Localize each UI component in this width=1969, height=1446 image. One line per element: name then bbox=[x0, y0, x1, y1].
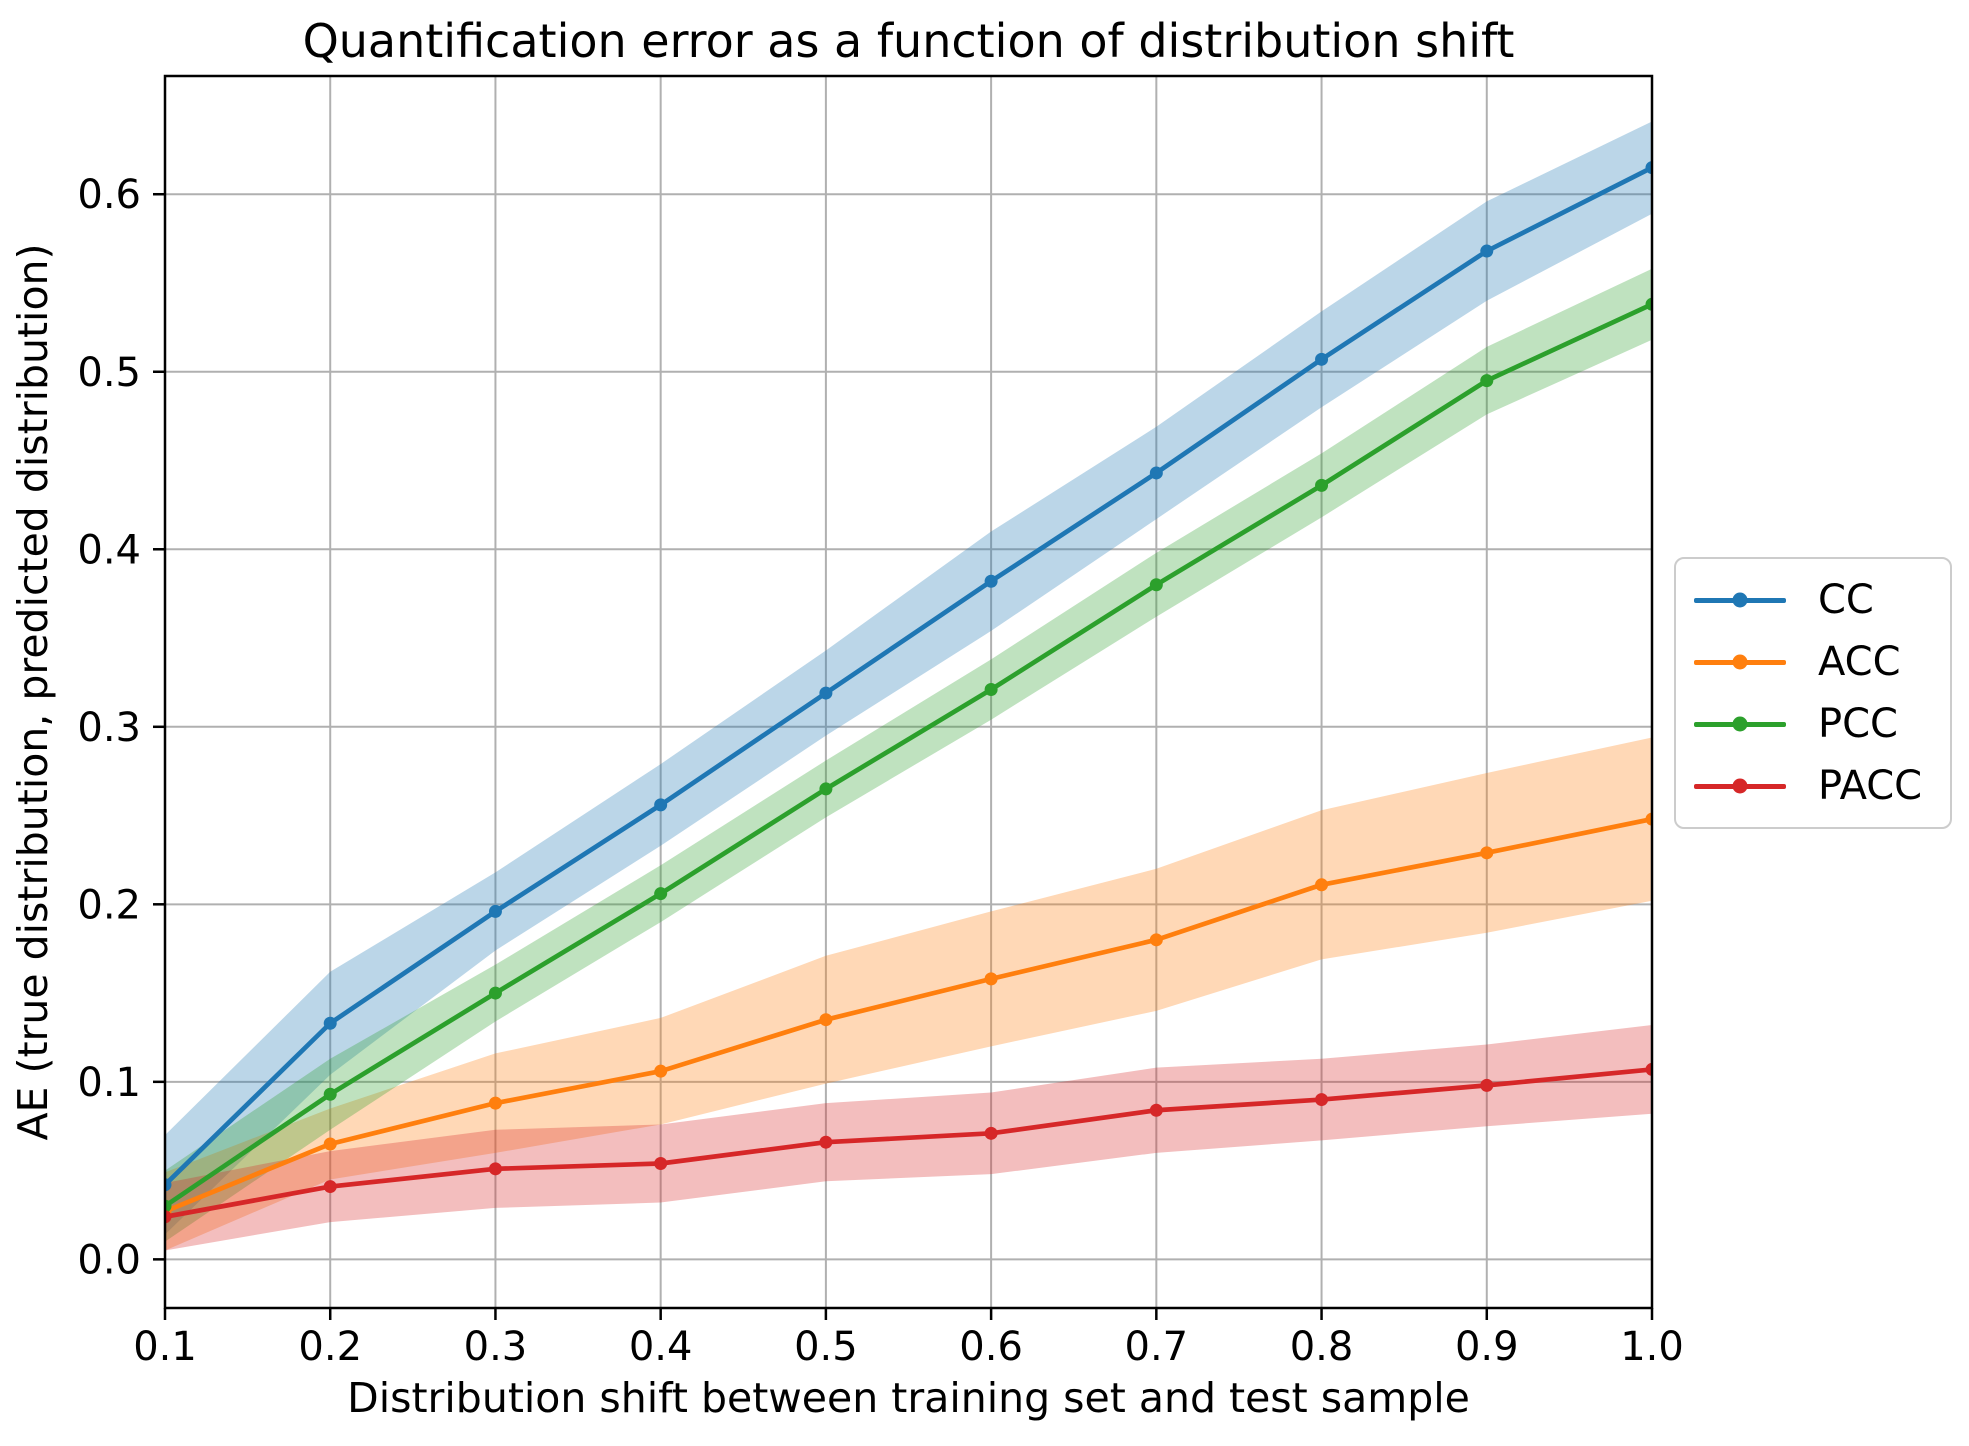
axes-spines bbox=[163, 74, 1654, 1310]
markers-cc bbox=[165, 161, 1652, 1192]
x-tick-label: 0.3 bbox=[464, 1324, 528, 1370]
y-tick-label: 0.2 bbox=[77, 882, 141, 928]
x-tick-label: 0.2 bbox=[298, 1324, 362, 1370]
x-tick-label: 0.9 bbox=[1455, 1324, 1519, 1370]
legend: CC ACC PCC PACC bbox=[1674, 557, 1952, 829]
line-pacc bbox=[165, 1067, 1652, 1220]
legend-marker-dot bbox=[1732, 654, 1748, 670]
x-tick-label: 0.6 bbox=[959, 1324, 1023, 1370]
legend-line-sample bbox=[1694, 778, 1786, 794]
x-tick-label: 0.8 bbox=[1290, 1324, 1354, 1370]
x-tick-label: 0.1 bbox=[133, 1324, 197, 1370]
x-axis-label: Distribution shift between training set … bbox=[347, 1374, 1470, 1422]
legend-line-sample bbox=[1694, 716, 1786, 732]
y-tick-label: 0.5 bbox=[77, 350, 141, 396]
legend-label: CC bbox=[1818, 577, 1874, 623]
legend-label: PACC bbox=[1818, 763, 1923, 809]
legend-label: ACC bbox=[1818, 639, 1901, 685]
y-tick-label: 0.6 bbox=[77, 172, 141, 218]
legend-item-cc: CC bbox=[1676, 577, 1950, 623]
tick-marks bbox=[153, 192, 1654, 1320]
y-tick-label: 0.4 bbox=[77, 527, 141, 573]
legend-marker-dot bbox=[1732, 778, 1748, 794]
markers-pacc bbox=[165, 1062, 1652, 1224]
tick-labels: 0.1 0.2 0.3 0.4 0.5 0.6 0.7 0.8 0.9 1.0 0.0 0.1 0.2 0… bbox=[77, 172, 1683, 1370]
band-cc bbox=[165, 121, 1652, 1235]
legend-marker-dot bbox=[1732, 716, 1748, 732]
legend-label: PCC bbox=[1818, 701, 1898, 747]
plot-area bbox=[165, 76, 1652, 1308]
y-axis-label: AE (true distribution, predicted distrib… bbox=[9, 243, 57, 1141]
legend-item-acc: ACC bbox=[1676, 639, 1950, 685]
legend-item-pacc: PACC bbox=[1676, 763, 1950, 809]
legend-line-sample bbox=[1694, 592, 1786, 608]
y-tick-label: 0.1 bbox=[77, 1060, 141, 1106]
chart-title: Quantification error as a function of di… bbox=[302, 14, 1515, 68]
markers-pcc bbox=[165, 297, 1652, 1213]
x-tick-label: 0.5 bbox=[794, 1324, 858, 1370]
line-cc bbox=[165, 165, 1652, 1188]
x-tick-label: 1.0 bbox=[1620, 1324, 1684, 1370]
y-tick-label: 0.0 bbox=[77, 1237, 141, 1283]
legend-item-pcc: PCC bbox=[1676, 701, 1950, 747]
line-pcc bbox=[165, 301, 1652, 1209]
markers-acc bbox=[165, 812, 1652, 1218]
y-tick-label: 0.3 bbox=[77, 705, 141, 751]
legend-line-sample bbox=[1694, 654, 1786, 670]
series-lines bbox=[165, 161, 1652, 1224]
band-acc bbox=[165, 737, 1652, 1251]
line-acc bbox=[165, 816, 1652, 1214]
x-tick-label: 0.4 bbox=[629, 1324, 693, 1370]
legend-marker-dot bbox=[1732, 592, 1748, 608]
x-tick-label: 0.7 bbox=[1125, 1324, 1189, 1370]
